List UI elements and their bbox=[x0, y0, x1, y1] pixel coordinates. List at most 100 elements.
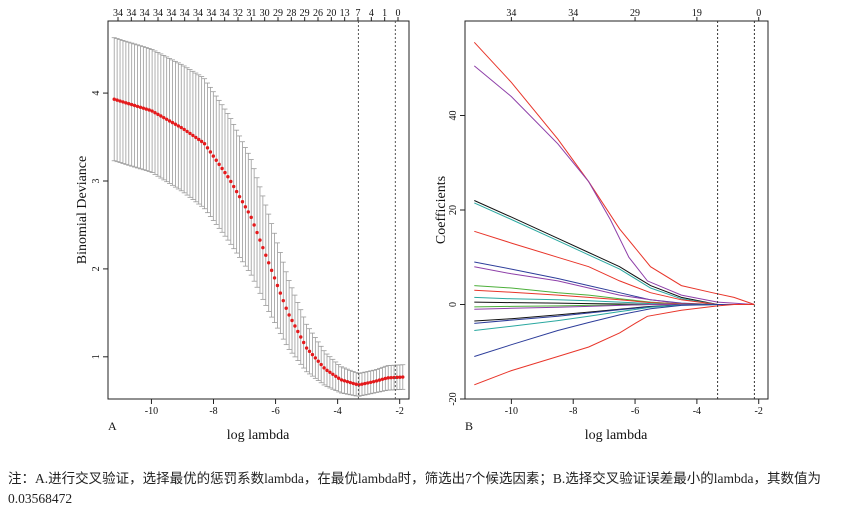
x-tick-label: -8 bbox=[209, 406, 217, 417]
top-tick-label: 31 bbox=[246, 8, 256, 19]
cv-point bbox=[162, 115, 166, 120]
panel-a-xlabel: log lambda bbox=[227, 428, 290, 443]
cv-point bbox=[127, 102, 131, 106]
top-tick-label: 32 bbox=[233, 8, 243, 19]
cv-point bbox=[194, 135, 198, 140]
cv-point bbox=[129, 102, 134, 107]
top-tick-label: 26 bbox=[313, 8, 323, 19]
panel-b-plot-frame bbox=[464, 20, 769, 400]
cv-point bbox=[275, 283, 280, 288]
cv-point bbox=[159, 114, 163, 118]
cv-point bbox=[334, 374, 338, 378]
cv-point bbox=[246, 210, 250, 214]
cv-point bbox=[252, 223, 256, 227]
cv-point bbox=[313, 356, 318, 360]
panel-b-ylabel: Coefficients bbox=[434, 176, 449, 244]
top-tick-label: 7 bbox=[356, 8, 361, 19]
coefficient-path bbox=[474, 304, 755, 357]
top-tick-label: 34 bbox=[206, 8, 216, 19]
cv-point bbox=[199, 139, 204, 144]
top-tick-label: 34 bbox=[153, 8, 163, 19]
cv-point bbox=[310, 352, 315, 357]
cv-point bbox=[357, 383, 361, 387]
cv-point bbox=[386, 376, 390, 380]
panel-b-lambda-lines bbox=[717, 21, 755, 399]
coefficient-path bbox=[473, 65, 755, 305]
cv-point bbox=[188, 131, 192, 136]
top-tick-label: 34 bbox=[113, 8, 123, 19]
cv-point bbox=[284, 306, 288, 310]
y-tick-label: 40 bbox=[448, 111, 459, 121]
cv-point bbox=[255, 230, 259, 235]
cv-point bbox=[176, 124, 181, 128]
cv-point bbox=[380, 377, 385, 381]
coefficient-path bbox=[474, 202, 755, 305]
top-tick-label: 34 bbox=[126, 8, 136, 19]
panel-a-lambda-lines bbox=[357, 21, 396, 399]
top-tick-label: 34 bbox=[193, 8, 203, 19]
cv-point bbox=[232, 184, 236, 189]
cv-point bbox=[243, 205, 248, 209]
cv-point bbox=[237, 194, 242, 199]
x-tick-label: -4 bbox=[693, 406, 701, 417]
top-tick-label: 34 bbox=[140, 8, 150, 19]
cv-point bbox=[363, 381, 367, 386]
panel-a-y-ticks: 1 2 3 4 bbox=[91, 91, 108, 359]
cv-point bbox=[272, 276, 277, 280]
x-tick-label: -2 bbox=[396, 406, 404, 417]
cv-point bbox=[179, 125, 183, 130]
cv-point bbox=[351, 381, 355, 386]
cv-point bbox=[383, 376, 388, 381]
top-tick-label: 30 bbox=[260, 8, 270, 19]
panel-b-label: B bbox=[465, 419, 473, 433]
cv-point bbox=[369, 380, 373, 385]
cv-point bbox=[124, 101, 128, 105]
cv-point bbox=[249, 215, 253, 220]
top-tick-label: 13 bbox=[340, 8, 350, 19]
cv-point bbox=[167, 119, 172, 123]
panel-b-xlabel: log lambda bbox=[585, 428, 648, 443]
top-tick-label: 29 bbox=[273, 8, 283, 19]
panel-b-y-ticks: -20 0 20 40 bbox=[448, 111, 465, 406]
cv-point bbox=[185, 129, 189, 134]
top-tick-label: 0 bbox=[396, 8, 401, 19]
top-tick-label: 29 bbox=[300, 8, 310, 19]
coefficient-path bbox=[474, 230, 755, 305]
panel-a-plot-frame bbox=[107, 20, 410, 400]
y-tick-label: -20 bbox=[448, 392, 459, 405]
cv-point bbox=[339, 378, 344, 382]
cv-point bbox=[264, 253, 268, 257]
top-tick-label: 19 bbox=[692, 8, 702, 19]
cv-point bbox=[296, 329, 300, 334]
cv-point bbox=[144, 107, 148, 111]
cv-point bbox=[345, 379, 350, 384]
cv-point bbox=[191, 133, 195, 138]
top-tick-label: 34 bbox=[568, 8, 578, 19]
cv-point bbox=[331, 372, 335, 376]
cv-point bbox=[173, 122, 178, 126]
cv-point bbox=[366, 381, 370, 385]
top-tick-label: 34 bbox=[180, 8, 190, 19]
cv-point bbox=[112, 97, 116, 101]
cv-point bbox=[342, 379, 347, 383]
cv-point bbox=[258, 238, 262, 242]
cv-point bbox=[205, 146, 210, 150]
y-tick-label: 2 bbox=[91, 266, 102, 271]
y-tick-label: 0 bbox=[448, 302, 459, 307]
y-tick-label: 20 bbox=[448, 205, 459, 215]
cv-point bbox=[401, 375, 405, 379]
cv-point bbox=[322, 366, 326, 370]
cv-point bbox=[269, 268, 274, 273]
coefficient-path bbox=[473, 41, 755, 305]
cv-point bbox=[229, 179, 233, 184]
cv-point bbox=[147, 108, 151, 112]
cv-point bbox=[240, 200, 245, 204]
panel-a-ylabel: Binomial Deviance bbox=[75, 156, 90, 264]
cv-point bbox=[395, 375, 399, 380]
panel-b-coefficient-paths bbox=[473, 41, 755, 386]
cv-point bbox=[328, 370, 332, 375]
cv-point bbox=[307, 349, 312, 354]
panel-a-top-ticks: 34 34 34 34 34 34 34 34 34 32 31 30 29 28 29 26 20 13 7 4 1 0 bbox=[113, 8, 401, 21]
